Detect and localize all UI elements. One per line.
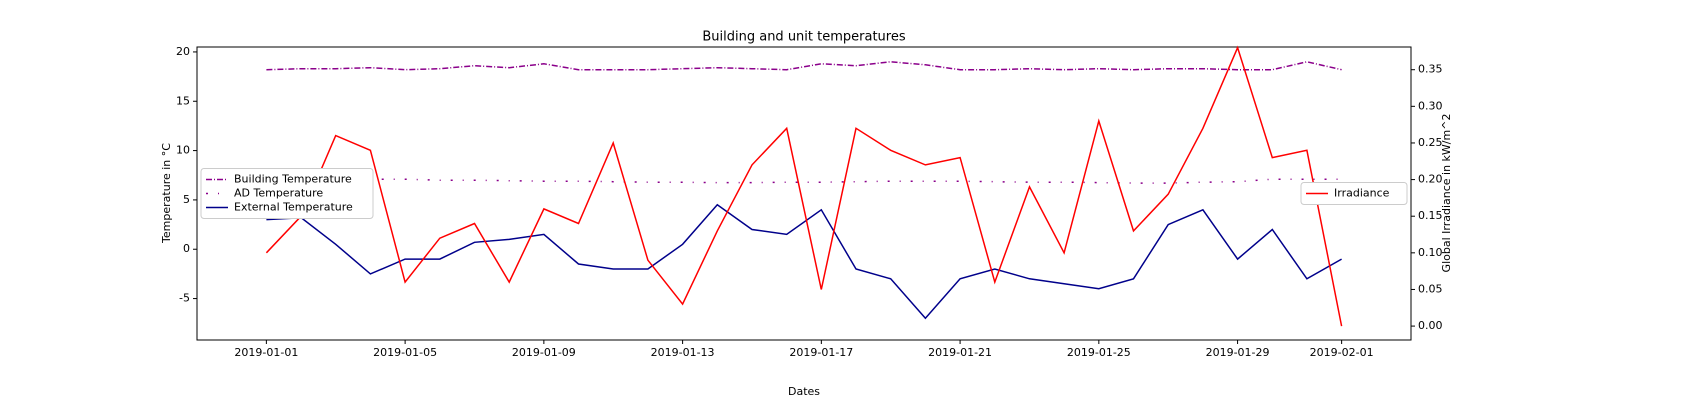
chart-title: Building and unit temperatures [702,30,905,45]
y2-tick-label: 0.30 [1418,99,1443,112]
series-line [265,45,1343,327]
legend: Irradiance [1300,182,1408,205]
y-tick-label: 0 [183,242,190,255]
x-tick-label: 2019-01-25 [1067,346,1131,359]
y2-tick-label: 0.10 [1418,246,1443,259]
y-tick-label: 15 [176,94,190,107]
y2-tick-label: 0.00 [1418,319,1443,332]
y-tick-label: 10 [176,144,190,157]
legend-box [200,168,374,219]
series-line [266,61,1342,71]
x-tick-label: 2019-01-21 [928,346,992,359]
y-tick-label: -5 [179,292,190,305]
series-line [335,178,1342,184]
y2-tick-label: 0.20 [1418,173,1443,186]
x-axis-label: Dates [788,385,820,398]
plot-frame [196,46,1412,341]
y-tick-label: 20 [176,45,190,58]
x-tick-label: 2019-02-01 [1310,346,1374,359]
legend-label: AD Temperature [234,187,323,200]
y2-tick-label: 0.05 [1418,282,1443,295]
x-tick-label: 2019-01-09 [512,346,576,359]
x-tick-label: 2019-01-13 [651,346,715,359]
x-tick-label: 2019-01-01 [234,346,298,359]
y2-tick-label: 0.35 [1418,63,1443,76]
legend-label: Building Temperature [234,173,352,186]
y2-tick-label: 0.25 [1418,136,1443,149]
x-tick-label: 2019-01-05 [373,346,437,359]
x-tick-label: 2019-01-17 [789,346,853,359]
legend-label: Irradiance [1334,187,1390,200]
y-tick-label: 5 [183,193,190,206]
y2-axis-label: Global Irradiance in kW/m^2 [1440,114,1453,273]
x-tick-label: 2019-01-29 [1206,346,1270,359]
legend-label: External Temperature [234,201,353,214]
legend-box [1300,182,1408,205]
y-axis-label: Temperature in °C [160,143,173,244]
series-line [266,203,1342,320]
y2-tick-label: 0.15 [1418,209,1443,222]
